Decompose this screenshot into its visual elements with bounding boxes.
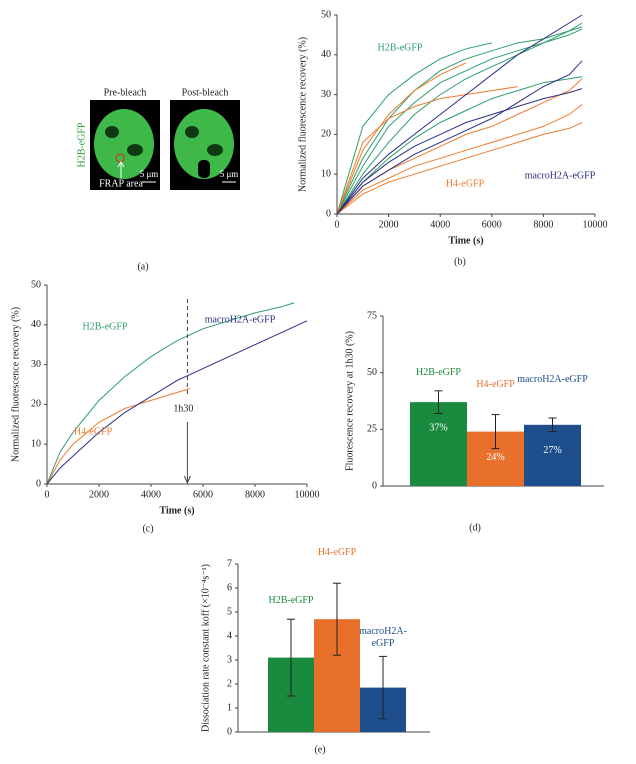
y-tick-label: 0 — [36, 478, 41, 489]
value-label: 24% — [486, 452, 504, 463]
annotation: H4-eGFP — [74, 426, 113, 437]
y-tick-label: 40 — [321, 49, 331, 60]
y-tick-label: 25 — [367, 424, 377, 435]
line — [336, 60, 583, 215]
category-label: macroH2A-eGFP — [517, 374, 588, 385]
y-tick-label: 20 — [31, 399, 41, 410]
y-tick-label: 50 — [31, 279, 41, 290]
x-tick-label: 10000 — [583, 219, 608, 230]
nucleolus — [207, 144, 223, 156]
category-label: H2B-eGFP — [415, 366, 461, 378]
annotation: H2B-eGFP — [82, 321, 127, 332]
line — [46, 388, 191, 485]
line — [336, 104, 583, 215]
x-tick-label: 6000 — [193, 489, 213, 500]
y-tick-label: 10 — [321, 168, 331, 179]
bar — [410, 402, 467, 486]
x-axis-label: Time (s) — [448, 235, 483, 246]
scale-label: 5 μm — [140, 169, 159, 179]
arrow-head — [117, 161, 125, 168]
category-label: macroH2A-eGFP — [359, 626, 407, 650]
line — [336, 42, 492, 215]
annotation: macroH2A-eGFP — [525, 170, 596, 181]
channel-label: H2B-eGFP — [76, 122, 87, 167]
y-tick-label: 6 — [227, 582, 232, 593]
line — [336, 88, 583, 215]
category-label: H2B-eGFP — [268, 595, 314, 607]
nucleolus — [105, 126, 119, 138]
x-tick-label: 4000 — [430, 219, 450, 230]
y-tick-label: 40 — [31, 319, 41, 330]
line — [46, 320, 308, 485]
line — [336, 22, 583, 215]
value-label: 37% — [429, 422, 447, 433]
image-title: Post-bleach — [182, 87, 229, 98]
bar — [524, 424, 581, 486]
panel-label: (e) — [314, 744, 325, 755]
nucleolus — [127, 144, 143, 156]
line — [336, 26, 583, 215]
roi-label: FRAP area — [99, 178, 143, 189]
y-tick-label: 0 — [326, 208, 331, 219]
x-tick-label: 8000 — [245, 489, 265, 500]
line — [336, 86, 518, 215]
x-tick-label: 8000 — [533, 219, 553, 230]
line — [336, 28, 583, 215]
annotation: H4-eGFP — [446, 178, 485, 189]
line — [336, 122, 583, 215]
x-tick-label: 6000 — [482, 219, 502, 230]
panel-label: (d) — [469, 522, 481, 533]
y-tick-label: 3 — [227, 654, 232, 665]
y-tick-label: 10 — [31, 438, 41, 449]
y-axis-label: Fluorescence recovery at 1h30 (%) — [344, 331, 355, 471]
y-tick-label: 4 — [227, 630, 232, 641]
x-tick-label: 0 — [45, 489, 50, 500]
panel-label: (a) — [137, 261, 148, 272]
y-tick-label: 30 — [321, 89, 331, 100]
frap-roi — [115, 153, 125, 163]
y-axis-label: Dissociation rate constant koff (×10⁻⁴s⁻… — [200, 564, 211, 732]
y-tick-label: 50 — [367, 367, 377, 378]
line — [336, 76, 583, 215]
value-label: 27% — [543, 445, 561, 456]
panel-label: (c) — [142, 523, 153, 534]
microscopy-panel: Pre-bleach Post-bleach H2B-eGFP FRAP are… — [76, 87, 240, 272]
category-label: H4-eGFP — [317, 547, 357, 559]
y-tick-label: 30 — [31, 359, 41, 370]
y-axis-label: Normalized fluorescence recovery (%) — [10, 307, 21, 462]
nucleolus — [185, 126, 199, 138]
y-tick-label: 1 — [227, 702, 232, 713]
x-tick-label: 10000 — [295, 489, 320, 500]
y-tick-label: 7 — [227, 558, 232, 569]
y-tick-label: 75 — [367, 310, 377, 321]
annotation: macroH2A-eGFP — [205, 314, 276, 325]
x-tick-label: 0 — [335, 219, 340, 230]
annotation: H2B-eGFP — [377, 42, 422, 53]
nucleus — [174, 109, 234, 179]
y-axis-label: Normalized fluorescence recovery (%) — [297, 37, 308, 192]
x-tick-label: 2000 — [379, 219, 399, 230]
x-tick-label: 2000 — [89, 489, 109, 500]
nucleus — [94, 109, 154, 179]
y-tick-label: 2 — [227, 678, 232, 689]
category-label: H4-eGFP — [476, 378, 515, 390]
y-tick-label: 5 — [227, 606, 232, 617]
scale-label: 5 μm — [220, 169, 239, 179]
image-title: Pre-bleach — [104, 87, 147, 98]
line — [46, 302, 295, 485]
line — [336, 14, 583, 215]
y-tick-label: 20 — [321, 129, 331, 140]
y-tick-label: 0 — [227, 726, 232, 737]
x-tick-label: 4000 — [141, 489, 161, 500]
y-tick-label: 50 — [321, 9, 331, 20]
panel-label: (b) — [454, 256, 466, 267]
y-tick-label: 0 — [372, 480, 377, 491]
line — [336, 62, 467, 215]
bleached-area — [198, 160, 210, 178]
arrow-head — [183, 475, 191, 485]
x-axis-label: Time (s) — [159, 505, 194, 516]
reference-label: 1h30 — [173, 403, 193, 414]
